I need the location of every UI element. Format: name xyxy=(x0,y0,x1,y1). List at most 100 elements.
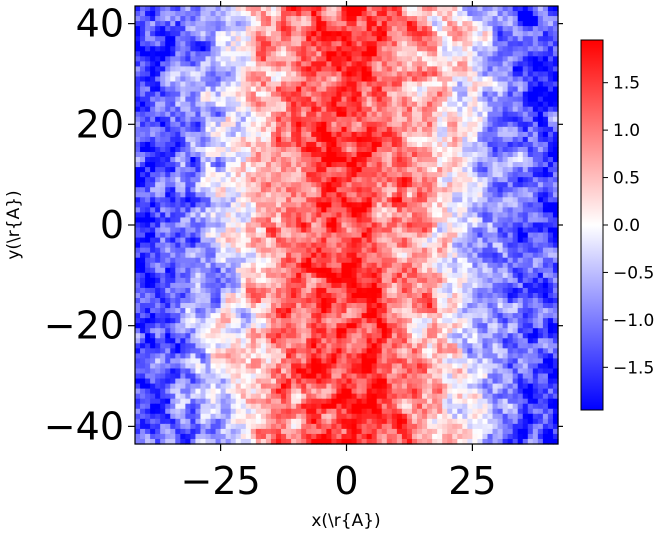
heatmap-cell xyxy=(276,292,282,299)
heatmap-cell xyxy=(250,157,257,163)
heatmap-cell xyxy=(306,152,312,158)
heatmap-cell xyxy=(296,298,302,304)
heatmap-cell xyxy=(447,167,453,173)
heatmap-cell xyxy=(195,91,202,98)
heatmap-cell xyxy=(417,157,423,163)
heatmap-cell xyxy=(235,162,242,168)
heatmap-cell xyxy=(522,46,529,52)
heatmap-cell xyxy=(467,61,473,68)
heatmap-cell xyxy=(225,101,232,108)
heatmap-cell xyxy=(160,152,166,158)
heatmap-cell xyxy=(552,141,559,148)
heatmap-cell xyxy=(286,292,292,299)
heatmap-cell xyxy=(467,131,473,138)
heatmap-cell xyxy=(512,262,519,269)
heatmap-cell xyxy=(361,177,368,183)
heatmap-cell xyxy=(170,11,176,17)
heatmap-cell xyxy=(210,298,217,304)
heatmap-cell xyxy=(522,71,529,78)
heatmap-cell xyxy=(311,76,317,83)
heatmap-cell xyxy=(265,237,272,244)
heatmap-cell xyxy=(462,101,468,108)
heatmap-cell xyxy=(477,292,484,299)
heatmap-cell xyxy=(230,157,237,163)
heatmap-cell xyxy=(422,242,428,249)
heatmap-cell xyxy=(220,202,227,208)
heatmap-cell xyxy=(276,46,282,52)
heatmap-cell xyxy=(472,262,479,269)
heatmap-cell xyxy=(200,197,207,203)
heatmap-cell xyxy=(502,136,509,143)
heatmap-cell xyxy=(265,26,272,32)
heatmap-cell xyxy=(477,111,484,118)
heatmap-cell xyxy=(346,131,353,138)
heatmap-cell xyxy=(160,91,166,98)
heatmap-cell xyxy=(150,41,156,47)
heatmap-cell xyxy=(542,247,549,254)
heatmap-cell xyxy=(542,222,549,229)
heatmap-cell xyxy=(301,167,307,173)
heatmap-cell xyxy=(165,31,171,37)
heatmap-cell xyxy=(321,162,327,168)
heatmap-cell xyxy=(427,197,433,203)
heatmap-cell xyxy=(346,46,353,52)
heatmap-cell xyxy=(366,141,373,148)
heatmap-cell xyxy=(462,91,468,98)
heatmap-cell xyxy=(552,116,559,123)
heatmap-cell xyxy=(396,247,403,254)
heatmap-cell xyxy=(386,106,393,113)
heatmap-cell xyxy=(532,11,539,17)
heatmap-cell xyxy=(472,51,479,57)
heatmap-cell xyxy=(447,126,453,133)
heatmap-cell xyxy=(296,262,302,269)
heatmap-cell xyxy=(411,237,418,244)
heatmap-cell xyxy=(432,141,438,148)
heatmap-cell xyxy=(190,247,197,254)
heatmap-cell xyxy=(371,172,378,178)
heatmap-cell xyxy=(537,126,544,133)
heatmap-cell xyxy=(260,207,267,214)
heatmap-cell xyxy=(522,252,529,259)
heatmap-cell xyxy=(301,212,307,219)
heatmap-cell xyxy=(220,41,227,47)
heatmap-cell xyxy=(432,91,438,98)
heatmap-cell xyxy=(537,141,544,148)
heatmap-cell xyxy=(502,262,509,269)
heatmap-cell xyxy=(356,298,363,304)
heatmap-cell xyxy=(401,247,408,254)
heatmap-cell xyxy=(311,303,317,309)
heatmap-cell xyxy=(301,96,307,103)
heatmap-cell xyxy=(366,21,373,27)
heatmap-cell xyxy=(462,126,468,133)
heatmap-cell xyxy=(160,51,166,57)
heatmap-cell xyxy=(487,61,494,68)
heatmap-cell xyxy=(215,61,222,68)
heatmap-cell xyxy=(195,262,202,269)
heatmap-cell xyxy=(401,252,408,259)
heatmap-cell xyxy=(170,51,176,57)
heatmap-cell xyxy=(346,126,353,133)
heatmap-cell xyxy=(150,11,156,17)
heatmap-cell xyxy=(532,272,539,279)
heatmap-cell xyxy=(230,303,237,309)
heatmap-cell xyxy=(386,146,393,153)
heatmap-cell xyxy=(497,26,504,32)
heatmap-cell xyxy=(225,292,232,299)
heatmap-cell xyxy=(331,257,338,264)
heatmap-cell xyxy=(547,61,554,68)
heatmap-cell xyxy=(165,172,171,178)
heatmap-cell xyxy=(497,242,504,249)
heatmap-cell xyxy=(230,61,237,68)
heatmap-cell xyxy=(376,36,383,42)
heatmap-cell xyxy=(316,182,322,188)
heatmap-cell xyxy=(371,187,378,193)
heatmap-cell xyxy=(260,51,267,57)
heatmap-cell xyxy=(386,41,393,47)
heatmap-cell xyxy=(361,6,368,12)
heatmap-cell xyxy=(457,36,463,42)
heatmap-cell xyxy=(205,262,212,269)
heatmap-cell xyxy=(331,81,338,88)
heatmap-cell xyxy=(422,187,428,193)
heatmap-cell xyxy=(552,136,559,143)
heatmap-cell xyxy=(165,96,171,103)
